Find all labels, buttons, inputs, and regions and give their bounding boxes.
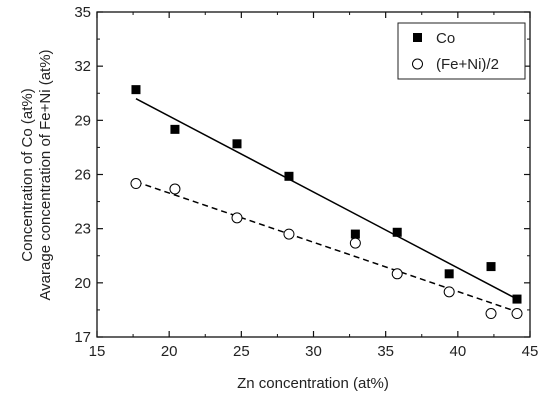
legend: Co (Fe+Ni)/2 <box>397 22 526 80</box>
data-point-co <box>392 227 402 237</box>
data-point-co <box>444 269 454 279</box>
y-tick-label: 26 <box>74 167 91 184</box>
data-point-fe-ni <box>511 308 523 320</box>
fit-line-co <box>135 98 518 300</box>
data-point-co <box>512 294 522 304</box>
legend-label-co: Co <box>436 30 455 47</box>
x-tick-label: 25 <box>233 343 250 360</box>
data-point-co <box>350 229 360 239</box>
data-point-fe-ni <box>485 308 497 320</box>
data-point-fe-ni <box>169 183 181 195</box>
data-point-co <box>284 171 294 181</box>
y-tick-label: 20 <box>74 275 91 292</box>
y-tick-label: 23 <box>74 221 91 238</box>
y-tick-label: 29 <box>74 112 91 129</box>
y-tick-label: 32 <box>74 58 91 75</box>
y-tick-label: 17 <box>74 329 91 346</box>
data-point-co <box>170 124 180 134</box>
x-tick-label: 35 <box>377 343 394 360</box>
tick-labels: 15 20 25 30 35 40 45 17 20 23 26 29 32 35 <box>74 4 538 360</box>
data-point-fe-ni <box>231 212 243 224</box>
data-point-co <box>486 262 496 272</box>
x-axis-label: Zn concentration (at%) <box>237 375 389 392</box>
x-tick-label: 30 <box>305 343 322 360</box>
x-tick-label: 45 <box>522 343 539 360</box>
x-tick-label: 20 <box>161 343 178 360</box>
legend-marker-fe-ni <box>412 58 423 70</box>
x-tick-label: 40 <box>449 343 466 360</box>
data-point-fe-ni <box>349 237 361 249</box>
legend-label-fe-ni: (Fe+Ni)/2 <box>436 56 499 73</box>
data-point-fe-ni <box>283 228 295 240</box>
legend-box <box>397 22 526 80</box>
y-axis-label-outer: Avarage concentration of Fe+Ni (at%) <box>37 49 54 300</box>
data-point-co <box>232 139 242 149</box>
data-points <box>130 85 523 320</box>
tick-marks <box>96 11 531 338</box>
legend-marker-co <box>413 33 422 42</box>
data-point-fe-ni <box>130 178 142 190</box>
data-point-fe-ni <box>391 268 403 280</box>
data-point-fe-ni <box>443 286 455 298</box>
fit-lines <box>135 98 518 313</box>
y-axis-label-inner: Concentration of Co (at%) <box>19 88 36 261</box>
data-point-co <box>131 85 141 95</box>
fit-line-fe-ni <box>135 181 518 313</box>
x-tick-label: 15 <box>89 343 106 360</box>
y-tick-label: 35 <box>74 4 91 21</box>
